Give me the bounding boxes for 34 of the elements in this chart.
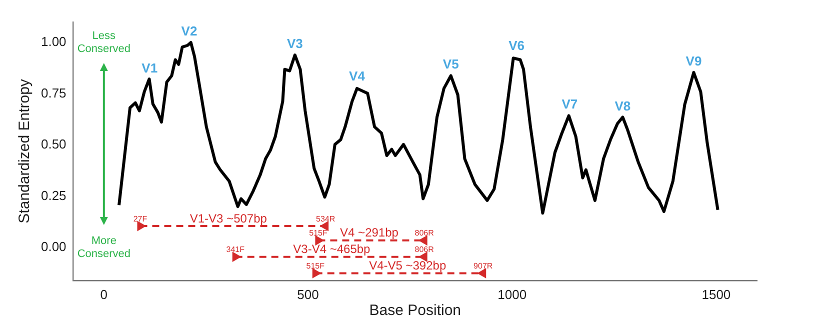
annotation: V4	[349, 68, 366, 84]
annotation: 515F	[309, 228, 328, 238]
y-tick-label: 0.50	[40, 136, 66, 152]
y-tick-label: 1.00	[40, 34, 66, 50]
annotation: 806R	[414, 228, 434, 238]
annotation: V4-V5 ~392bp	[369, 258, 446, 273]
x-axis-title: Base Position	[369, 302, 462, 320]
annotation: 534R	[316, 214, 336, 224]
annotation: 806R	[414, 245, 434, 254]
y-tick-label: 0.00	[40, 239, 66, 254]
x-tick-label: 1500	[702, 286, 731, 302]
annotation: V8	[614, 98, 631, 114]
x-tick-label: 1000	[498, 286, 527, 302]
annotation: V4 ~291bp	[340, 226, 399, 240]
annotation: V2	[181, 24, 198, 39]
annotation: V3	[286, 36, 303, 51]
y-tick-label: 0.75	[40, 85, 66, 100]
annotation: V3-V4 ~465bp	[293, 242, 371, 256]
annotation: 27F	[133, 214, 148, 224]
x-tick-label: 0	[100, 286, 108, 302]
x-tick-label: 500	[297, 286, 319, 302]
annotation: V5	[442, 56, 459, 72]
annotation: V9	[686, 53, 702, 68]
annotation: 515F	[306, 261, 325, 270]
annotation: 341F	[226, 245, 245, 254]
annotation: Less Conserved	[77, 30, 131, 56]
annotation: V1	[142, 60, 158, 76]
annotation: More Conserved	[77, 235, 131, 260]
y-tick-label: 0.25	[40, 188, 66, 203]
annotation: V7	[562, 96, 578, 112]
annotation: 907R	[474, 261, 493, 270]
annotation: V6	[508, 38, 525, 53]
annotation: V1-V3 ~507bp	[190, 211, 268, 226]
y-axis-title: Standardized Entropy	[16, 78, 34, 224]
